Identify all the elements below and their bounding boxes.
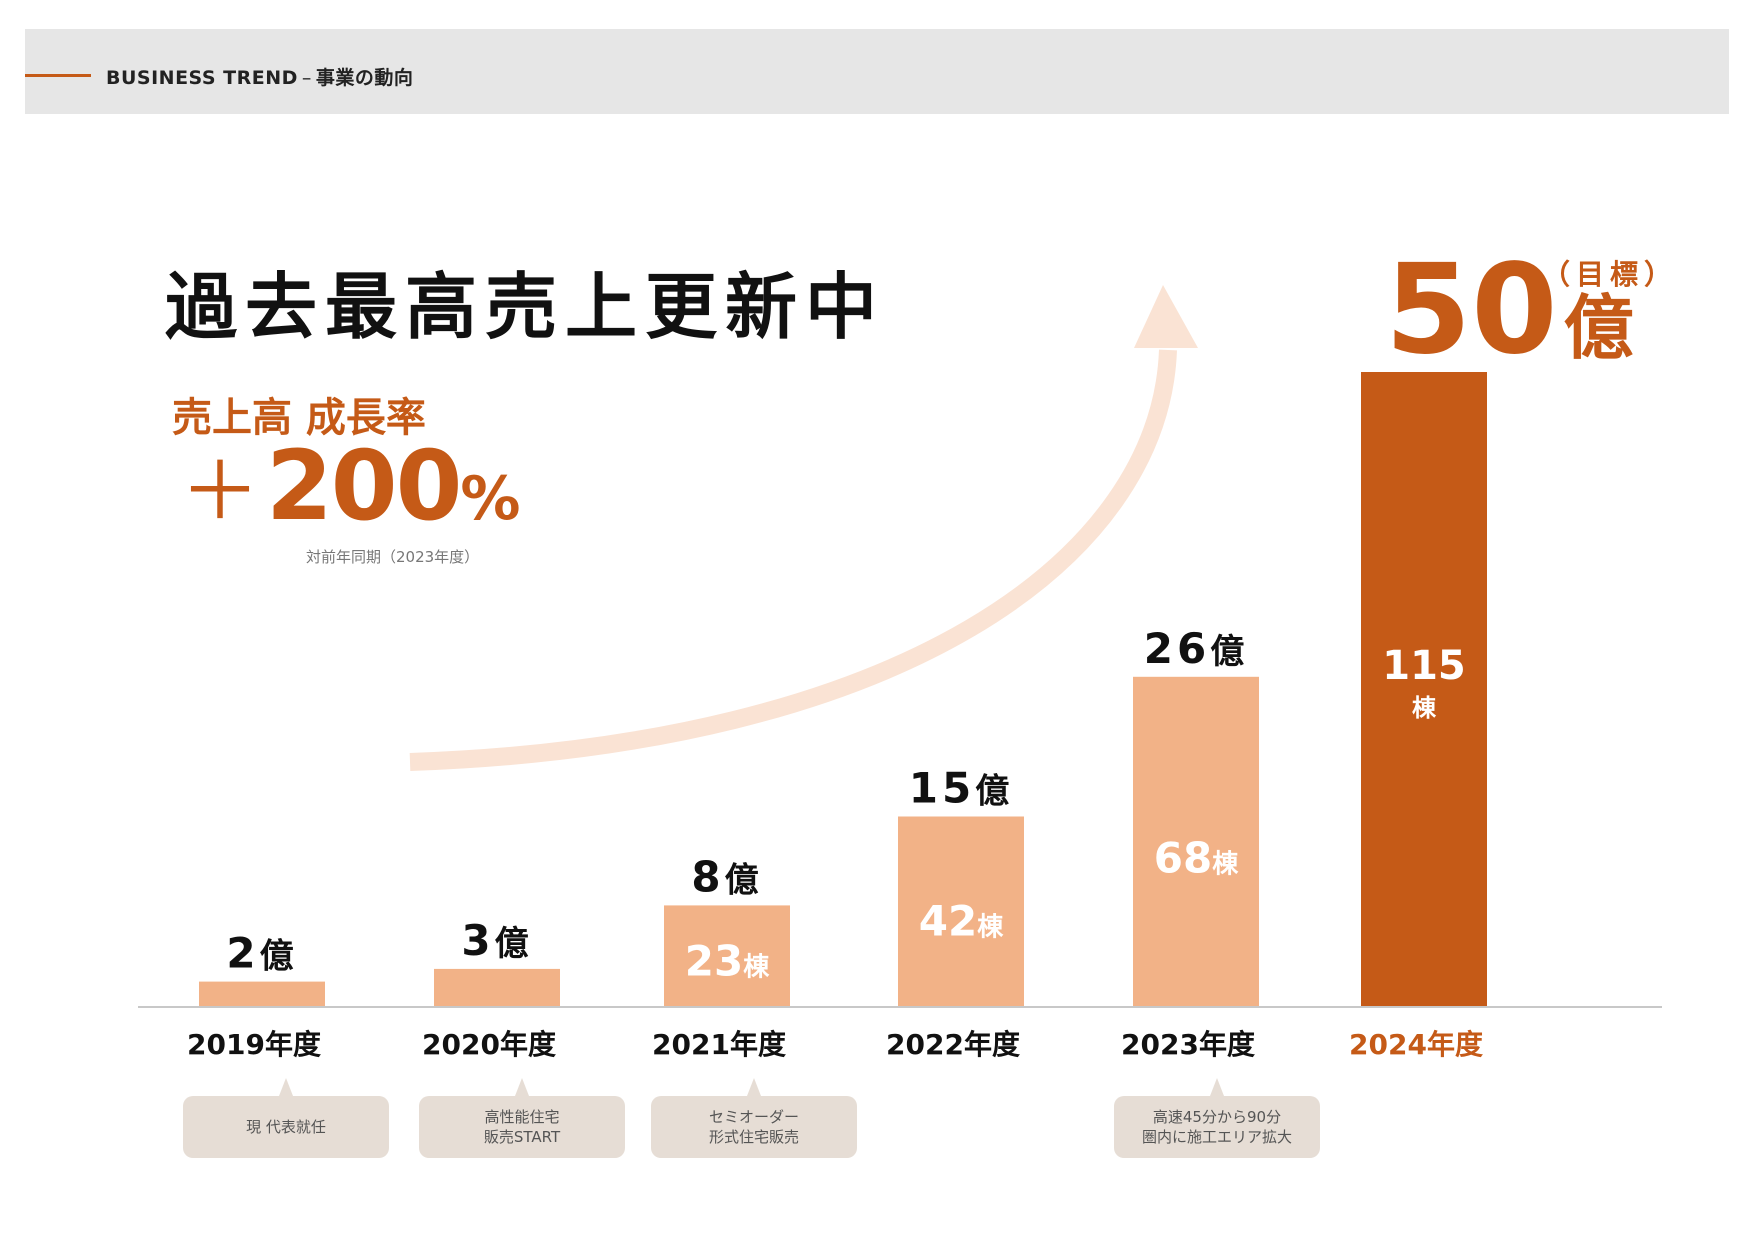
growth-unit: % — [460, 464, 521, 534]
value-label: 26億 — [1144, 624, 1248, 673]
buildings-unit: 棟 — [1212, 849, 1239, 879]
growth-note: 対前年同期（2023年度） — [306, 548, 480, 566]
category-label: 2022年度 — [886, 1028, 1020, 1061]
header-title-ja: 事業の動向 — [315, 67, 414, 89]
header-band — [25, 29, 1729, 114]
header-title: BUSINESS TREND – 事業の動向 — [106, 63, 413, 90]
headline: 過去最高売上更新中 — [165, 265, 886, 349]
target-note: （目標） — [1542, 258, 1679, 291]
buildings-number: 23 — [685, 936, 743, 985]
milestone-note: セミオーダー 形式住宅販売 — [651, 1078, 857, 1158]
bar — [1361, 372, 1487, 1007]
header-separator: – — [301, 67, 312, 89]
buildings-unit: 棟 — [1412, 694, 1437, 722]
target-number: 50 — [1385, 238, 1558, 382]
value-unit: 億 — [975, 772, 1013, 812]
bar — [199, 981, 325, 1007]
milestone-note: 高速45分から90分 圏内に施工エリア拡大 — [1114, 1078, 1320, 1158]
category-label: 2019年度 — [187, 1028, 321, 1061]
growth-sign: ＋ — [180, 445, 260, 538]
value-number: 3 — [461, 916, 494, 965]
value-label: 3億 — [461, 916, 532, 965]
buildings-unit: 棟 — [743, 952, 770, 982]
growth-value: ＋200% — [180, 438, 521, 534]
target-unit: 億 — [1563, 287, 1634, 369]
buildings-number: 115 — [1382, 643, 1466, 689]
growth-number: 200 — [266, 430, 462, 542]
buildings-label: 23棟 — [685, 936, 770, 985]
header-accent-line — [25, 74, 91, 77]
bar-labels: 2億2019年度3億2020年度8億23棟2021年度15億42棟2022年度2… — [187, 624, 1483, 1061]
buildings-label: 42棟 — [919, 896, 1004, 945]
value-unit: 億 — [260, 937, 298, 977]
buildings-number: 42 — [919, 896, 977, 945]
category-label: 2021年度 — [652, 1028, 786, 1061]
trend-arrow-head — [1134, 285, 1198, 348]
value-label: 15億 — [909, 764, 1013, 813]
trend-arrow-shaft — [409, 349, 1177, 771]
value-number: 15 — [909, 764, 975, 813]
value-number: 2 — [226, 929, 259, 978]
growth-arrow-icon — [409, 285, 1198, 771]
bar — [434, 968, 560, 1007]
buildings-number: 68 — [1154, 833, 1212, 882]
value-number: 8 — [691, 852, 724, 901]
bar — [898, 816, 1024, 1007]
value-unit: 億 — [725, 860, 763, 900]
value-unit: 億 — [1210, 632, 1248, 672]
category-label: 2024年度 — [1349, 1028, 1483, 1061]
bar — [1133, 676, 1259, 1007]
value-label: 8億 — [691, 852, 762, 901]
target-value: 50億 — [1385, 248, 1634, 372]
buildings-unit: 棟 — [977, 912, 1004, 942]
milestone-note: 現 代表就任 — [183, 1078, 389, 1158]
buildings-label: 68棟 — [1154, 833, 1239, 882]
header-title-en: BUSINESS TREND — [106, 67, 298, 89]
value-unit: 億 — [495, 924, 533, 964]
bar — [664, 905, 790, 1007]
category-label: 2020年度 — [422, 1028, 556, 1061]
bars — [199, 372, 1487, 1007]
value-label: 2億 — [226, 929, 297, 978]
value-number: 26 — [1144, 624, 1210, 673]
growth-label: 売上高 成長率 — [172, 395, 426, 441]
category-label: 2023年度 — [1121, 1028, 1255, 1061]
milestone-note: 高性能住宅 販売START — [419, 1078, 625, 1158]
